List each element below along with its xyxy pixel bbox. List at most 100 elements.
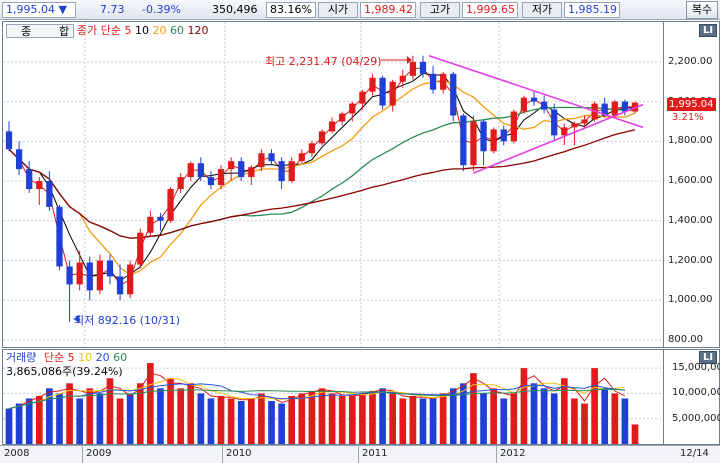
- tab-jong[interactable]: 종: [21, 25, 32, 38]
- candle-body: [268, 153, 275, 162]
- volume-bar: [177, 388, 184, 444]
- volume-bar: [237, 401, 245, 444]
- volume-bar: [66, 383, 73, 444]
- candle-body: [197, 163, 204, 178]
- volume-bar: [338, 395, 346, 444]
- price-candle: [268, 149, 275, 166]
- price-candle: [419, 55, 427, 78]
- price-tick-label: 1,600.00: [668, 175, 713, 187]
- candle-body: [571, 123, 578, 128]
- volume-bar: [419, 398, 427, 444]
- price-candle: [308, 141, 316, 158]
- volume-tick-label: 15,000,000: [672, 362, 720, 374]
- price-candle: [510, 109, 517, 144]
- volume-bar: [157, 388, 164, 444]
- candle-body: [137, 232, 144, 265]
- price-panel-toggle-button[interactable]: LI: [699, 24, 717, 37]
- chart-type-tabs[interactable]: 종 합: [6, 24, 74, 38]
- candle-body: [258, 153, 265, 168]
- price-candle: [490, 127, 497, 154]
- candle-body: [167, 189, 174, 221]
- volume-bar: [480, 393, 487, 444]
- vol-ma-60-label: 60: [113, 351, 128, 364]
- volume-bar: [369, 390, 376, 444]
- candle-body: [601, 103, 608, 116]
- max-price-arrow: [381, 56, 412, 64]
- volume-bar: [5, 408, 13, 444]
- candle-body: [490, 129, 497, 152]
- year-divider: [358, 446, 359, 463]
- price-candle: [157, 212, 164, 231]
- price-tick-label: 1,000.00: [668, 294, 713, 306]
- price-candle: [551, 103, 558, 142]
- ma-legend-label: 종가 단순: [77, 24, 121, 37]
- volume-bar: [550, 393, 558, 444]
- volume-chart-plot: [3, 363, 663, 444]
- price-candle: [66, 260, 73, 322]
- volume-bar: [500, 398, 508, 444]
- high-value: 1,999.65: [462, 2, 518, 18]
- price-candle: [540, 95, 548, 114]
- year-label-2009: 2009: [86, 448, 112, 459]
- trading-volume: 350,496: [212, 3, 258, 16]
- price-candle: [561, 123, 568, 146]
- price-candle: [217, 165, 225, 190]
- volume-tick-label: 5,000,000: [672, 412, 720, 424]
- volume-bar: [510, 393, 518, 444]
- ma-60-label: 60: [169, 24, 184, 37]
- volume-legend-label: 거래량: [6, 351, 37, 364]
- price-chart-plot: [3, 22, 663, 347]
- candle-body: [520, 97, 528, 112]
- quote-bar: 1,995.04 ▼ 7.73 -0.39% 350,496 83.16% 시가…: [0, 0, 720, 20]
- volume-bar: [136, 383, 144, 444]
- price-candle: [379, 75, 386, 110]
- price-candle: [147, 210, 154, 237]
- price-candle: [96, 254, 104, 295]
- price-candle: [76, 250, 83, 291]
- price-chart-panel[interactable]: [2, 21, 664, 348]
- price-tick-label: 1,400.00: [668, 214, 713, 226]
- volume-bar: [571, 398, 578, 444]
- volume-bar: [540, 388, 548, 444]
- min-price-annotation: 최저 892.16 (10/31): [74, 314, 181, 327]
- year-label-2008: 2008: [4, 448, 30, 459]
- price-candle: [571, 121, 578, 146]
- min-price-arrow: [73, 315, 80, 323]
- low-label: 저가: [522, 2, 562, 18]
- candle-body: [419, 61, 427, 74]
- volume-bar: [460, 383, 467, 444]
- volume-bar: [490, 388, 497, 444]
- volume-bar: [379, 388, 386, 444]
- volume-bar: [207, 398, 215, 444]
- year-label-2012: 2012: [500, 448, 526, 459]
- volume-bar: [187, 383, 195, 444]
- change-value: 7.73: [100, 3, 125, 16]
- candle-body: [450, 73, 457, 116]
- volume-bar: [560, 378, 568, 444]
- volume-bar: [621, 398, 629, 444]
- volume-bar: [227, 398, 235, 444]
- time-axis: 2008 2009 2010 2011 2012 12/14: [0, 445, 720, 463]
- volume-bar: [359, 393, 366, 444]
- candle-body: [15, 149, 23, 170]
- volume-bar: [298, 393, 306, 444]
- volume-bar: [147, 363, 154, 444]
- price-candle: [429, 65, 437, 94]
- vol-ma-20-label: 20: [95, 351, 110, 364]
- volume-bar: [399, 398, 407, 444]
- candle-body: [86, 262, 93, 291]
- tab-hap[interactable]: 합: [59, 25, 70, 38]
- volume-bar: [96, 393, 104, 444]
- price-candle: [298, 149, 305, 164]
- candle-body: [238, 161, 245, 178]
- price-candle: [46, 171, 53, 211]
- volume-bar: [409, 395, 417, 444]
- price-candle: [349, 101, 356, 122]
- lower-trendline: [473, 103, 644, 174]
- candle-body: [369, 77, 376, 92]
- volume-panel-toggle-button[interactable]: LI: [699, 351, 717, 364]
- candle-body: [561, 127, 568, 136]
- volume-bar: [631, 424, 639, 444]
- candle-body: [318, 131, 326, 144]
- restore-button[interactable]: 복수: [686, 1, 718, 19]
